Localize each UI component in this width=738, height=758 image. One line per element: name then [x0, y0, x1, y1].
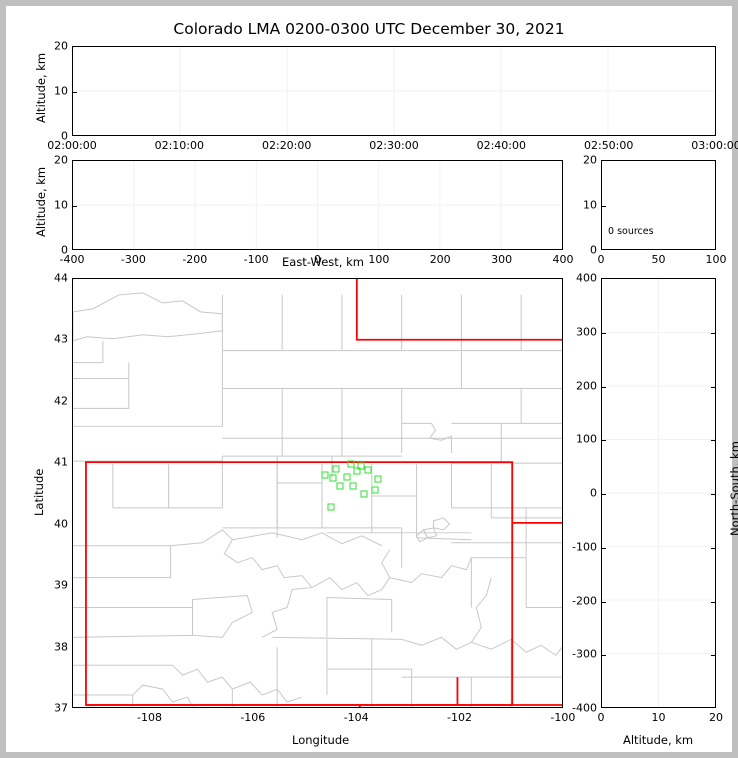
- p-ns-ytick-200: 200: [576, 379, 597, 392]
- p-time-ytick-10: 10: [54, 84, 68, 98]
- lma-station-marker: [321, 471, 329, 479]
- p-map-ytick-38: 38: [54, 640, 68, 654]
- p-map-ytick-42: 42: [54, 394, 68, 408]
- lma-station-marker: [343, 473, 351, 481]
- p-map-ylabel: Latitude: [32, 468, 46, 516]
- p-hist-xtick-2: 100: [705, 253, 727, 266]
- p-ns-ytick-m400: -400: [572, 701, 597, 715]
- lma-station-marker: [353, 467, 361, 475]
- p-ew-xtick-8: 400: [552, 253, 574, 266]
- p-ew-xlabel: East-West, km: [282, 255, 364, 269]
- p-time-ytick-20: 20: [54, 39, 68, 53]
- p-ew-xtick-2: -200: [182, 253, 208, 266]
- p-ns-ylabel: North-South, km: [728, 441, 738, 536]
- p-ns-xtick-0: 0: [597, 711, 605, 724]
- p-ns-ytick-400: 400: [576, 271, 597, 285]
- p-ns-ytick-100: 100: [576, 432, 597, 446]
- p-ns-ytick-m300: -300: [572, 647, 597, 661]
- p-time-xtick-0: 02:00:00: [47, 139, 97, 152]
- p-map-xtick-3: -102: [447, 711, 472, 724]
- page-title: Colorado LMA 0200-0300 UTC December 30, …: [173, 20, 565, 38]
- p-map-xtick-4: -100: [550, 711, 576, 724]
- p-ns-ytick-m200: -200: [572, 594, 597, 607]
- panel-map[interactable]: [72, 278, 563, 708]
- lma-station-marker: [329, 474, 337, 482]
- lma-station-marker: [357, 462, 365, 470]
- p-ew-xtick-5: 100: [368, 253, 390, 266]
- ew-height-grid: [73, 161, 562, 249]
- panel-ew-height[interactable]: [72, 160, 563, 250]
- lma-station-marker: [332, 465, 340, 473]
- p-ew-ylabel: Altitude, km: [34, 166, 48, 237]
- p-map-ytick-41: 41: [54, 455, 68, 469]
- p-time-ylabel: Altitude, km: [34, 52, 48, 123]
- lma-station-marker: [347, 460, 355, 468]
- source-count-annotation: 0 sources: [608, 226, 654, 237]
- p-ew-xtick-0: -400: [59, 253, 85, 266]
- lma-station-marker: [336, 482, 344, 489]
- p-time-ytick-0: 0: [61, 129, 68, 143]
- p-hist-ytick-10: 10: [583, 198, 597, 212]
- p-time-xtick-4: 02:40:00: [476, 139, 526, 152]
- p-time-xtick-3: 02:30:00: [369, 139, 419, 152]
- p-hist-ytick-20: 20: [583, 153, 597, 167]
- p-ns-ytick-m100: -100: [572, 540, 597, 554]
- p-ns-ytick-300: 300: [576, 325, 597, 339]
- p-map-xlabel: Longitude: [292, 733, 350, 747]
- lma-station-marker: [360, 490, 368, 498]
- p-ew-xtick-3: -100: [243, 253, 269, 266]
- lma-station-marker: [371, 486, 379, 494]
- p-map-ytick-40: 40: [54, 517, 68, 531]
- p-map-ytick-37: 37: [54, 701, 68, 715]
- time-height-grid: [73, 47, 715, 135]
- p-map-ytick-44: 44: [54, 271, 68, 285]
- p-ns-xlabel: Altitude, km: [623, 733, 694, 747]
- p-ew-xtick-6: 200: [429, 253, 451, 266]
- p-map-ytick-39: 39: [54, 578, 68, 592]
- ns-height-grid: [602, 279, 715, 707]
- map-boundaries: [73, 279, 562, 707]
- p-time-xtick-5: 02:50:00: [583, 139, 634, 152]
- lma-station-marker: [327, 503, 335, 511]
- p-time-xtick-6: 03:00:00: [691, 139, 738, 152]
- p-time-xtick-1: 02:10:00: [154, 139, 204, 152]
- p-hist-ytick-0: 0: [590, 243, 597, 257]
- p-ew-ytick-10: 10: [54, 198, 68, 212]
- p-map-ytick-43: 43: [54, 332, 68, 346]
- p-ns-xtick-20: 20: [709, 711, 723, 724]
- lma-station-marker: [364, 466, 372, 474]
- p-ew-xtick-4: 0: [314, 253, 321, 266]
- p-time-xtick-2: 02:20:00: [261, 139, 312, 152]
- panel-source-histogram[interactable]: 0 sources: [601, 160, 716, 250]
- p-hist-xtick-0: 0: [597, 253, 605, 266]
- p-map-xtick-1: -106: [240, 711, 266, 724]
- p-ew-xtick-1: -300: [120, 253, 146, 266]
- p-map-xtick-2: -104: [343, 711, 369, 724]
- p-ew-ytick-0: 0: [61, 243, 68, 257]
- lma-figure: Colorado LMA 0200-0300 UTC December 30, …: [6, 6, 738, 752]
- panel-ns-height[interactable]: [601, 278, 716, 708]
- p-map-xtick-0: -108: [137, 711, 162, 724]
- p-ew-xtick-7: 300: [491, 253, 513, 266]
- lma-station-marker: [374, 475, 382, 483]
- p-ns-xtick-10: 10: [651, 711, 666, 724]
- p-hist-xtick-1: 50: [651, 253, 666, 266]
- panel-time-height[interactable]: [72, 46, 716, 136]
- p-ew-ytick-20: 20: [54, 153, 68, 167]
- p-ns-ytick-0: 0: [590, 486, 597, 500]
- lma-station-marker: [349, 482, 357, 489]
